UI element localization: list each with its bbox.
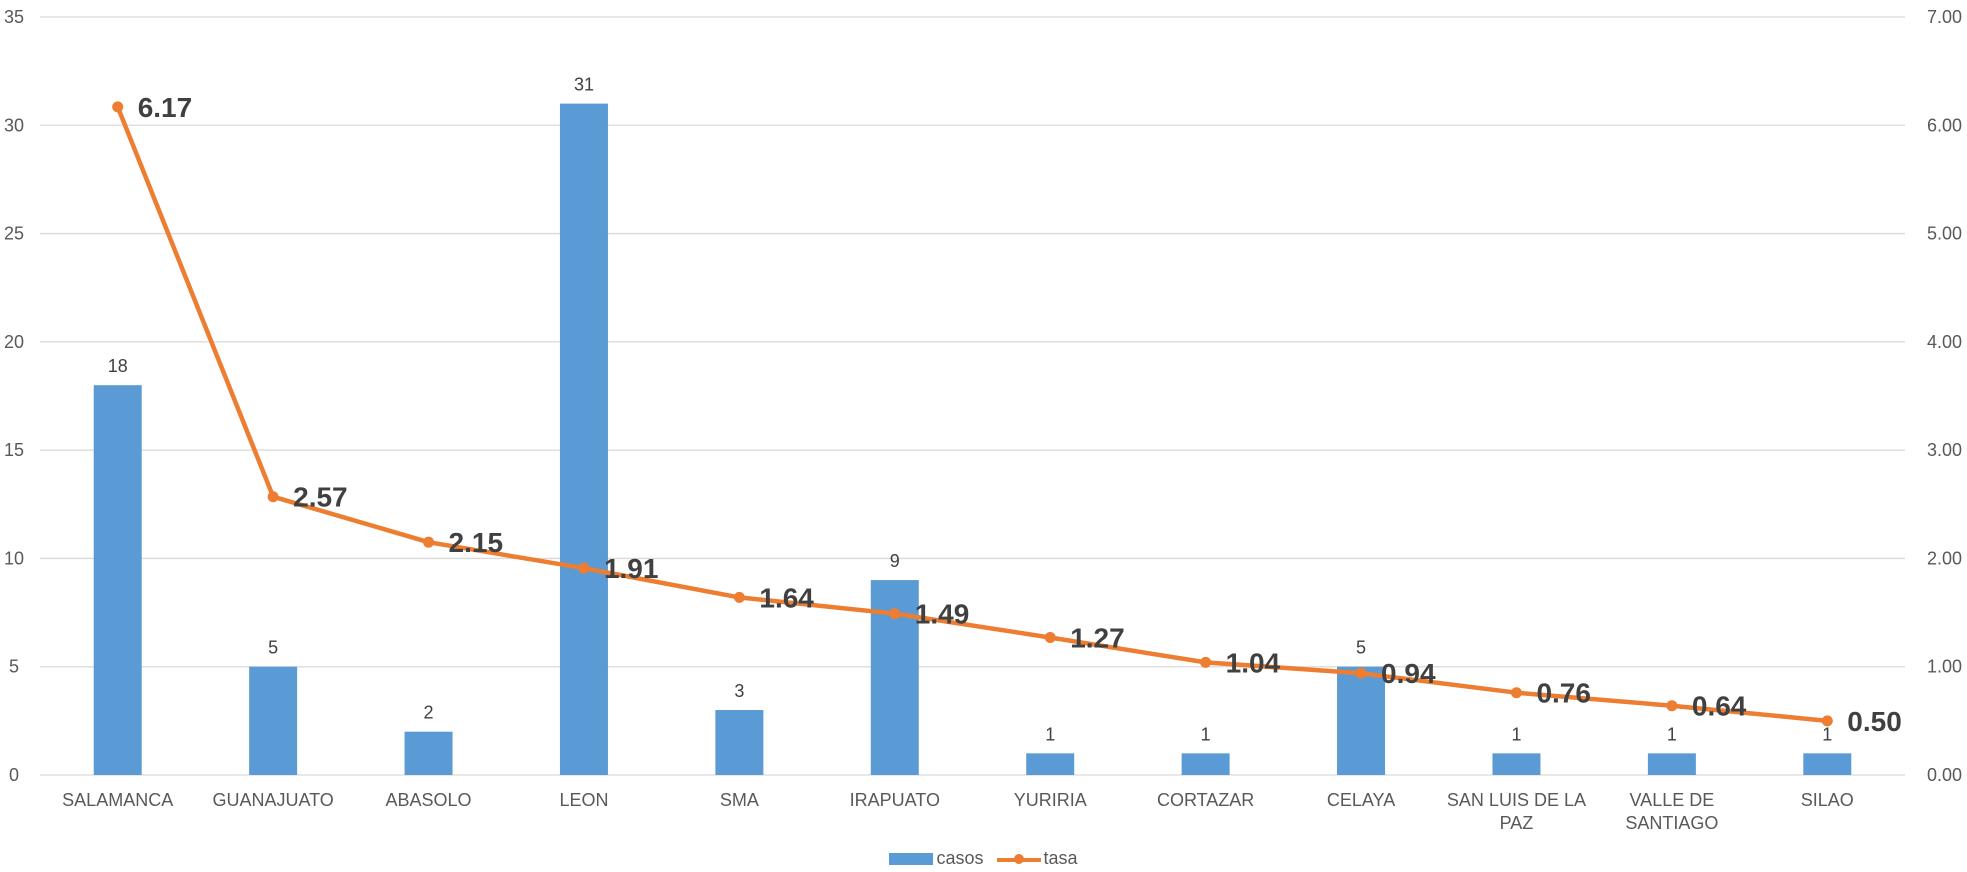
- tasa-point: [423, 536, 435, 548]
- category-label: GUANAJUATO: [212, 790, 333, 810]
- category-label: VALLE DE: [1630, 790, 1715, 810]
- bar-value-label: 9: [890, 551, 900, 571]
- bar-celaya: [1337, 666, 1386, 775]
- tasa-value-label: 0.94: [1381, 658, 1436, 689]
- tasa-point: [1510, 687, 1522, 699]
- bar-value-label: 5: [268, 638, 278, 658]
- right-tick-label: 2.00: [1927, 548, 1962, 568]
- tasa-value-label: 1.91: [604, 553, 659, 584]
- bar-salamanca: [93, 385, 142, 775]
- right-axis-ticks: 0.00 1.00 2.00 3.00 4.00 5.00 6.00 7.00: [1927, 7, 1962, 785]
- tasa-value-label: 0.76: [1536, 678, 1591, 709]
- bar-value-label: 1: [1667, 724, 1677, 744]
- bar-abasolo: [404, 731, 453, 775]
- bar-value-label: 1: [1511, 724, 1521, 744]
- bar-sma: [715, 710, 764, 775]
- line-series-tasa: [112, 101, 1833, 727]
- left-tick-label: 35: [4, 7, 24, 27]
- tasa-point: [1821, 715, 1833, 727]
- category-label: PAZ: [1500, 813, 1534, 833]
- line-data-labels: 6.17 2.57 2.15 1.91 1.64 1.49 1.27 1.04 0.94 0.76…: [138, 92, 1902, 737]
- legend-swatch-bar: [889, 852, 934, 865]
- left-tick-label: 25: [4, 224, 24, 244]
- bar-san-luis-de-la-paz: [1492, 753, 1541, 775]
- bar-value-label: 31: [574, 75, 594, 95]
- bar-silao: [1803, 753, 1852, 775]
- tasa-value-label: 2.57: [293, 482, 348, 513]
- bar-value-label: 1: [1201, 724, 1211, 744]
- bar-value-label: 1: [1822, 724, 1832, 744]
- right-tick-label: 6.00: [1927, 115, 1962, 135]
- left-axis-ticks: 0 5 10 15 20 25 30 35: [4, 7, 24, 785]
- left-tick-label: 20: [4, 332, 24, 352]
- legend-label-tasa: tasa: [1043, 848, 1078, 868]
- tasa-point: [1200, 656, 1212, 668]
- tasa-point: [1044, 631, 1056, 643]
- tasa-value-label: 2.15: [449, 527, 504, 558]
- category-label: SANTIAGO: [1625, 813, 1718, 833]
- tasa-point: [1666, 700, 1678, 712]
- tasa-value-label: 1.49: [915, 599, 970, 630]
- left-tick-label: 5: [9, 657, 19, 677]
- tasa-point: [578, 562, 590, 574]
- tasa-value-label: 1.64: [759, 582, 814, 613]
- tasa-value-label: 0.50: [1847, 706, 1902, 737]
- tasa-point: [889, 608, 901, 620]
- legend-item-casos: casos: [889, 848, 983, 869]
- tasa-point: [1355, 667, 1367, 679]
- tasa-value-label: 0.64: [1692, 691, 1747, 722]
- category-axis-labels: SALAMANCA GUANAJUATO ABASOLO LEON SMA IRAPUAT…: [62, 790, 1854, 833]
- bar-value-label: 5: [1356, 638, 1366, 658]
- left-tick-label: 0: [9, 765, 19, 785]
- legend-item-tasa: tasa: [996, 848, 1078, 869]
- category-label: CORTAZAR: [1157, 790, 1254, 810]
- category-label: CELAYA: [1327, 790, 1395, 810]
- left-tick-label: 10: [4, 548, 24, 568]
- right-tick-label: 5.00: [1927, 224, 1962, 244]
- category-label: YURIRIA: [1014, 790, 1087, 810]
- right-tick-label: 4.00: [1927, 332, 1962, 352]
- tasa-line: [115, 106, 1828, 724]
- tasa-value-label: 1.27: [1070, 622, 1125, 653]
- bar-leon: [559, 103, 608, 776]
- category-label: IRAPUATO: [850, 790, 940, 810]
- bar-series-casos: [93, 103, 1852, 776]
- bar-guanajuato: [249, 666, 298, 775]
- left-tick-label: 30: [4, 115, 24, 135]
- right-tick-label: 1.00: [1927, 657, 1962, 677]
- category-label: SALAMANCA: [62, 790, 173, 810]
- right-tick-label: 7.00: [1927, 7, 1962, 27]
- right-tick-label: 0.00: [1927, 765, 1962, 785]
- gridlines: [40, 16, 1905, 776]
- bar-value-label: 2: [424, 703, 434, 723]
- tasa-value-label: 1.04: [1226, 647, 1281, 678]
- tasa-value-label: 6.17: [138, 92, 193, 123]
- bar-value-label: 18: [108, 356, 128, 376]
- bar-cortazar: [1181, 753, 1230, 775]
- legend-swatch-line: [996, 853, 1041, 865]
- bar-value-label: 1: [1045, 724, 1055, 744]
- legend-label-casos: casos: [936, 848, 984, 868]
- right-tick-label: 3.00: [1927, 440, 1962, 460]
- category-label: SILAO: [1801, 790, 1854, 810]
- left-tick-label: 15: [4, 440, 24, 460]
- bar-data-labels: 18 5 2 31 3 9 1 1 5 1 1 1: [108, 75, 1833, 745]
- tasa-point: [112, 101, 124, 113]
- category-label: SAN LUIS DE LA: [1447, 790, 1586, 810]
- bar-yuriria: [1026, 753, 1075, 775]
- tasa-point: [733, 591, 745, 603]
- category-label: SMA: [720, 790, 759, 810]
- category-label: LEON: [559, 790, 608, 810]
- bar-valle-de-santiago: [1647, 753, 1696, 775]
- tasa-point: [267, 491, 279, 503]
- legend: casos tasa: [0, 848, 1967, 870]
- bar-value-label: 3: [734, 681, 744, 701]
- category-label: ABASOLO: [386, 790, 472, 810]
